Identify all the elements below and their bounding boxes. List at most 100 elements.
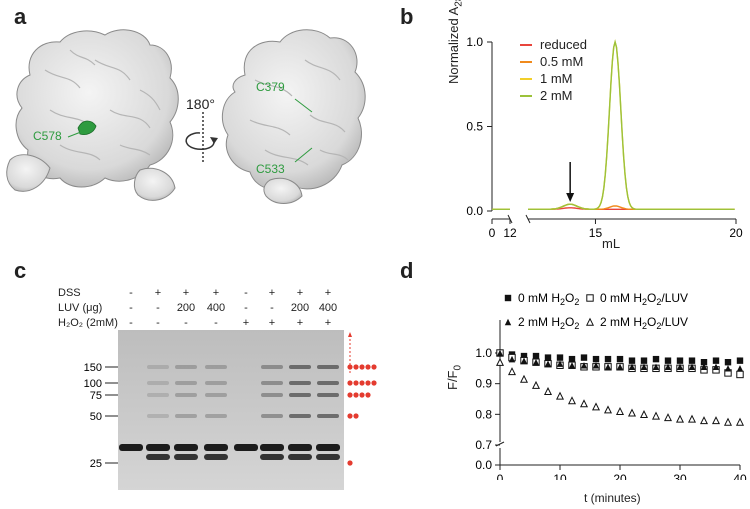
d-point (568, 362, 576, 369)
d-point (508, 355, 516, 363)
d-point (700, 363, 708, 370)
gel-band-oligomer (317, 381, 339, 385)
chart-b-svg: 0.0 0.5 1.0 0 12 15 20 (466, 35, 743, 240)
gel-band-crosslinked (316, 454, 340, 460)
oligomer-dot (359, 380, 365, 386)
d-point (676, 357, 684, 364)
d-ytick-label: 0.8 (475, 407, 492, 421)
gel-band-monomer (146, 444, 170, 451)
legend-swatch (520, 77, 532, 80)
lane-3-luv: 200 (176, 302, 196, 314)
d-xtick-label: 30 (673, 472, 687, 480)
oligomer-dot (365, 364, 371, 370)
legend-swatch (520, 94, 532, 97)
legend-label: 0.5 mM (540, 54, 584, 69)
chart-b-xlabel: mL (602, 236, 621, 251)
d-point (724, 365, 732, 372)
oligomer-dot (347, 380, 353, 386)
legend-item-2mm: 2 mM (520, 87, 587, 104)
b-ytick-label: 0.5 (466, 120, 483, 134)
d-point (711, 416, 721, 425)
oligomer-dot (353, 413, 359, 419)
gel-band-oligomer (175, 365, 197, 369)
b-axis-break (525, 214, 531, 224)
d-point (520, 357, 528, 364)
d-point (544, 354, 552, 361)
lane-1-dss: - (129, 287, 133, 299)
lane-6-luv: - (270, 302, 274, 314)
d-point (496, 349, 504, 357)
gel-band-crosslinked (146, 454, 170, 460)
marker-label: 150 (84, 362, 102, 374)
d-point (712, 363, 720, 370)
residue-label-c533: C533 (256, 162, 285, 176)
legend-swatch (520, 43, 532, 46)
d-point (735, 417, 745, 426)
gel-band-oligomer (261, 393, 283, 397)
chart-b-lines (492, 39, 735, 211)
protein-surface-right (221, 29, 366, 204)
d-point (544, 360, 552, 367)
lane-7-dss: + (296, 287, 304, 299)
gel-row-labels: DSS LUV (μg) H₂O₂ (2mM) (58, 286, 118, 331)
oligomer-dot (353, 392, 359, 398)
row-label-luv: LUV (μg) (58, 302, 103, 314)
lane-6-h2o2: + (268, 317, 276, 329)
d-point (628, 357, 636, 364)
chart-d-ylabel-sub: 0 (452, 364, 464, 371)
d-point (556, 354, 564, 361)
chart-d-ylabel: F/F0 (445, 365, 464, 390)
b-xtick-label: 12 (503, 226, 517, 240)
d-legend-label: 2 mM H2O2 (518, 315, 579, 331)
oligomer-dot (359, 392, 365, 398)
marker-label: 50 (90, 411, 102, 423)
b-ytick-label: 1.0 (466, 35, 483, 49)
d-point (700, 359, 708, 366)
d-point (504, 318, 512, 326)
d-point (651, 411, 661, 420)
rotation-arrow (185, 112, 218, 162)
d-point (532, 352, 540, 360)
d-point (556, 360, 564, 367)
gel-bands (119, 365, 340, 460)
legend-item-1mm: 1 mM (520, 70, 587, 87)
lane-1-luv: - (129, 302, 133, 314)
d-point (568, 355, 576, 363)
d-point (652, 355, 660, 363)
gel-band-oligomer (317, 393, 339, 397)
gel-band-oligomer (147, 414, 169, 418)
b-ytick-label: 0.0 (466, 204, 483, 218)
gel-band-oligomer (147, 381, 169, 385)
d-point (591, 402, 601, 411)
legend-item-reduced: reduced (520, 36, 587, 53)
chart-d-axes: 0.0 0.7 0.8 0.9 1.0 0 10 20 30 40 (475, 320, 747, 480)
d-point (616, 355, 624, 363)
d-point (531, 380, 541, 389)
lane-6-dss: + (268, 287, 276, 299)
gel-band-oligomer (289, 365, 311, 369)
d-point (736, 357, 744, 364)
row-label-dss: DSS (58, 287, 81, 299)
d-xtick-label: 20 (613, 472, 627, 480)
d-point (567, 396, 577, 405)
gel-band-oligomer (289, 381, 311, 385)
d-point (736, 365, 744, 372)
d-point (504, 294, 512, 302)
chart-b-legend: reduced 0.5 mM 1 mM 2 mM (520, 36, 587, 104)
gel-band-oligomer (147, 393, 169, 397)
legend-label: 2 mM (540, 88, 573, 103)
oligomer-dot (353, 364, 359, 370)
marker-label: 100 (84, 378, 102, 390)
gel-band-monomer (260, 444, 284, 451)
lane-8-luv: 400 (318, 302, 338, 314)
oligomer-dot (347, 460, 353, 466)
oligomer-dot (365, 392, 371, 398)
gel-band-oligomer (175, 414, 197, 418)
residue-label-c379: C379 (256, 80, 285, 94)
gel-band-oligomer (175, 393, 197, 397)
gel-band-monomer (119, 444, 143, 451)
gel-band-crosslinked (288, 454, 312, 460)
d-point (724, 359, 732, 366)
